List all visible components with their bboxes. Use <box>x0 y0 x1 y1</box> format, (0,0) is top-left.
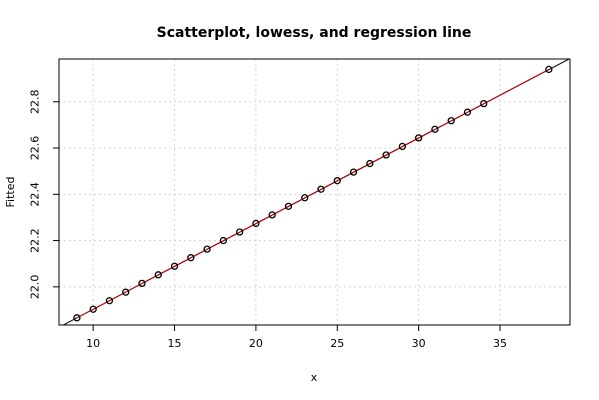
data-point <box>105 297 114 305</box>
x-tick-label: 15 <box>168 337 182 350</box>
x-tick-label: 10 <box>86 337 100 350</box>
data-point <box>398 142 407 151</box>
x-tick-label: 30 <box>412 337 426 350</box>
y-axis-label: Fitted <box>4 177 17 208</box>
x-axis-label: x <box>311 371 318 384</box>
data-point <box>447 117 455 125</box>
data-point <box>415 134 423 142</box>
data-point <box>301 194 309 202</box>
x-tick-label: 25 <box>330 337 344 350</box>
data-point <box>431 125 439 133</box>
data-point <box>154 271 162 279</box>
x-tick-label: 20 <box>249 337 263 350</box>
data-point <box>333 177 341 185</box>
data-point <box>463 108 472 116</box>
data-point <box>349 168 358 176</box>
x-axis-ticks: 10 15 20 25 30 35 <box>86 325 507 350</box>
data-point <box>317 185 325 193</box>
data-point <box>545 65 553 74</box>
y-tick-label: 22.4 <box>29 182 42 207</box>
y-tick-label: 22.2 <box>29 228 42 253</box>
plot-frame <box>58 58 571 326</box>
data-point <box>203 245 211 253</box>
data-point <box>219 236 228 245</box>
data-point <box>235 228 244 236</box>
data-point <box>89 305 97 313</box>
y-tick-label: 22.6 <box>29 136 42 161</box>
data-point <box>480 99 488 108</box>
x-tick-label: 35 <box>493 337 507 350</box>
grid <box>59 59 570 325</box>
y-axis-ticks: 22.0 22.2 22.4 22.6 22.8 <box>29 90 59 300</box>
data-point <box>138 279 146 288</box>
data-point <box>187 254 195 262</box>
data-point <box>122 288 130 296</box>
data-point <box>73 314 81 322</box>
data-point <box>170 262 179 270</box>
data-points <box>73 65 553 322</box>
lowess-line <box>76 68 550 319</box>
data-point <box>252 219 260 228</box>
data-point <box>366 159 374 168</box>
y-tick-label: 22.8 <box>29 90 42 115</box>
chart-title: Scatterplot, lowess, and regression line <box>157 25 472 41</box>
data-point <box>268 211 276 219</box>
data-point <box>382 151 390 159</box>
data-point <box>284 202 293 210</box>
y-tick-label: 22.0 <box>29 275 42 300</box>
fit-lines <box>62 59 570 325</box>
